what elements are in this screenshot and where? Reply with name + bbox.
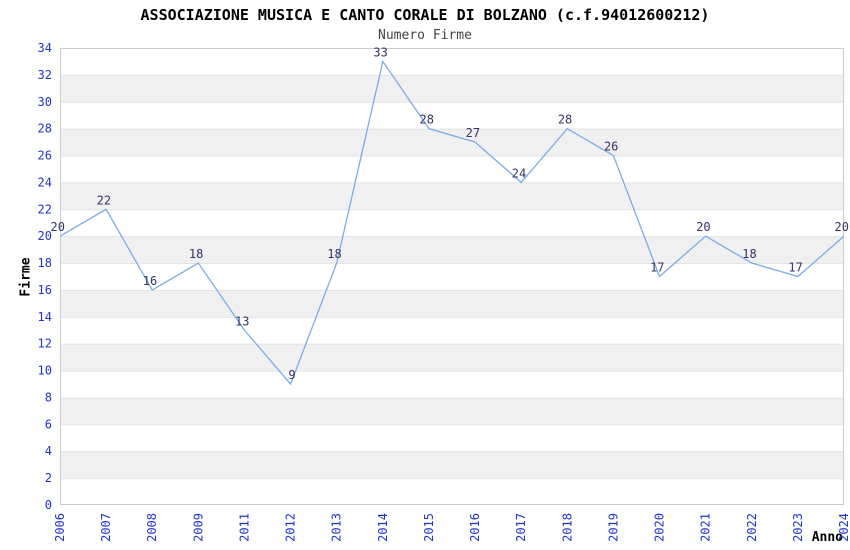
data-point-label: 22 [97, 193, 111, 207]
x-tick-label: 2013 [330, 513, 344, 542]
data-point-label: 20 [835, 220, 849, 234]
data-point-label: 26 [604, 140, 618, 154]
x-tick-label: 2024 [837, 513, 850, 542]
x-tick-label: 2006 [53, 513, 67, 542]
y-tick-label: 2 [45, 471, 52, 485]
data-point-label: 27 [466, 126, 480, 140]
y-tick-label: 16 [38, 283, 52, 297]
x-tick-label: 2019 [606, 513, 620, 542]
data-point-label: 18 [189, 247, 203, 261]
x-tick-label: 2017 [514, 513, 528, 542]
y-tick-label: 28 [38, 122, 52, 136]
x-tick-label: 2014 [376, 513, 390, 542]
y-tick-label: 20 [38, 229, 52, 243]
series-line [59, 59, 845, 386]
x-tick-label: 2012 [284, 513, 298, 542]
y-tick-label: 14 [38, 310, 52, 324]
grid-band [60, 74, 844, 102]
y-tick-label: 6 [45, 417, 52, 431]
x-axis-label: Anno [811, 530, 843, 545]
y-tick-label: 18 [38, 256, 52, 270]
x-tick-label: 2021 [699, 513, 713, 542]
x-tick-label: 2022 [745, 513, 759, 542]
data-point-label: 9 [288, 368, 295, 382]
x-tick-label: 2020 [653, 513, 667, 542]
grid-band [60, 343, 844, 371]
data-point-label: 20 [51, 220, 65, 234]
data-point-label: 16 [143, 274, 157, 288]
x-tick-label: 2015 [422, 513, 436, 542]
y-tick-label: 8 [45, 390, 52, 404]
y-tick-label: 24 [38, 175, 52, 189]
x-tick-label: 2007 [99, 513, 113, 542]
y-tick-label: 32 [38, 68, 52, 82]
data-point-label: 33 [373, 45, 387, 59]
data-point-label: 28 [419, 113, 433, 127]
x-tick-label: 2018 [560, 513, 574, 542]
data-point-label: 17 [788, 261, 802, 275]
data-point-label: 20 [696, 220, 710, 234]
x-tick-label: 2009 [191, 513, 205, 542]
plot-border [60, 48, 844, 505]
y-tick-label: 12 [38, 337, 52, 351]
y-tick-label: 10 [38, 364, 52, 378]
grid-band [60, 236, 844, 264]
x-tick-label: 2016 [468, 513, 482, 542]
data-point-label: 28 [558, 113, 572, 127]
grid-band [60, 397, 844, 425]
data-point-label: 17 [650, 261, 664, 275]
data-point-label: 18 [327, 247, 341, 261]
y-tick-label: 4 [45, 444, 52, 458]
grid-band [60, 451, 844, 479]
data-point-label: 18 [742, 247, 756, 261]
chart-title: ASSOCIAZIONE MUSICA E CANTO CORALE DI BO… [140, 6, 710, 24]
y-tick-label: 26 [38, 149, 52, 163]
data-point-label: 13 [235, 314, 249, 328]
y-tick-label: 22 [38, 202, 52, 216]
grid-band [60, 182, 844, 210]
y-tick-label: 30 [38, 95, 52, 109]
chart-subtitle: Numero Firme [378, 28, 472, 43]
x-tick-label: 2008 [145, 513, 159, 542]
data-point-label: 24 [512, 166, 526, 180]
y-tick-label: 34 [38, 41, 52, 55]
x-tick-label: 2011 [237, 513, 251, 542]
x-tick-label: 2023 [791, 513, 805, 542]
grid-band [60, 289, 844, 317]
grid-band [60, 128, 844, 156]
y-tick-label: 0 [45, 498, 52, 512]
